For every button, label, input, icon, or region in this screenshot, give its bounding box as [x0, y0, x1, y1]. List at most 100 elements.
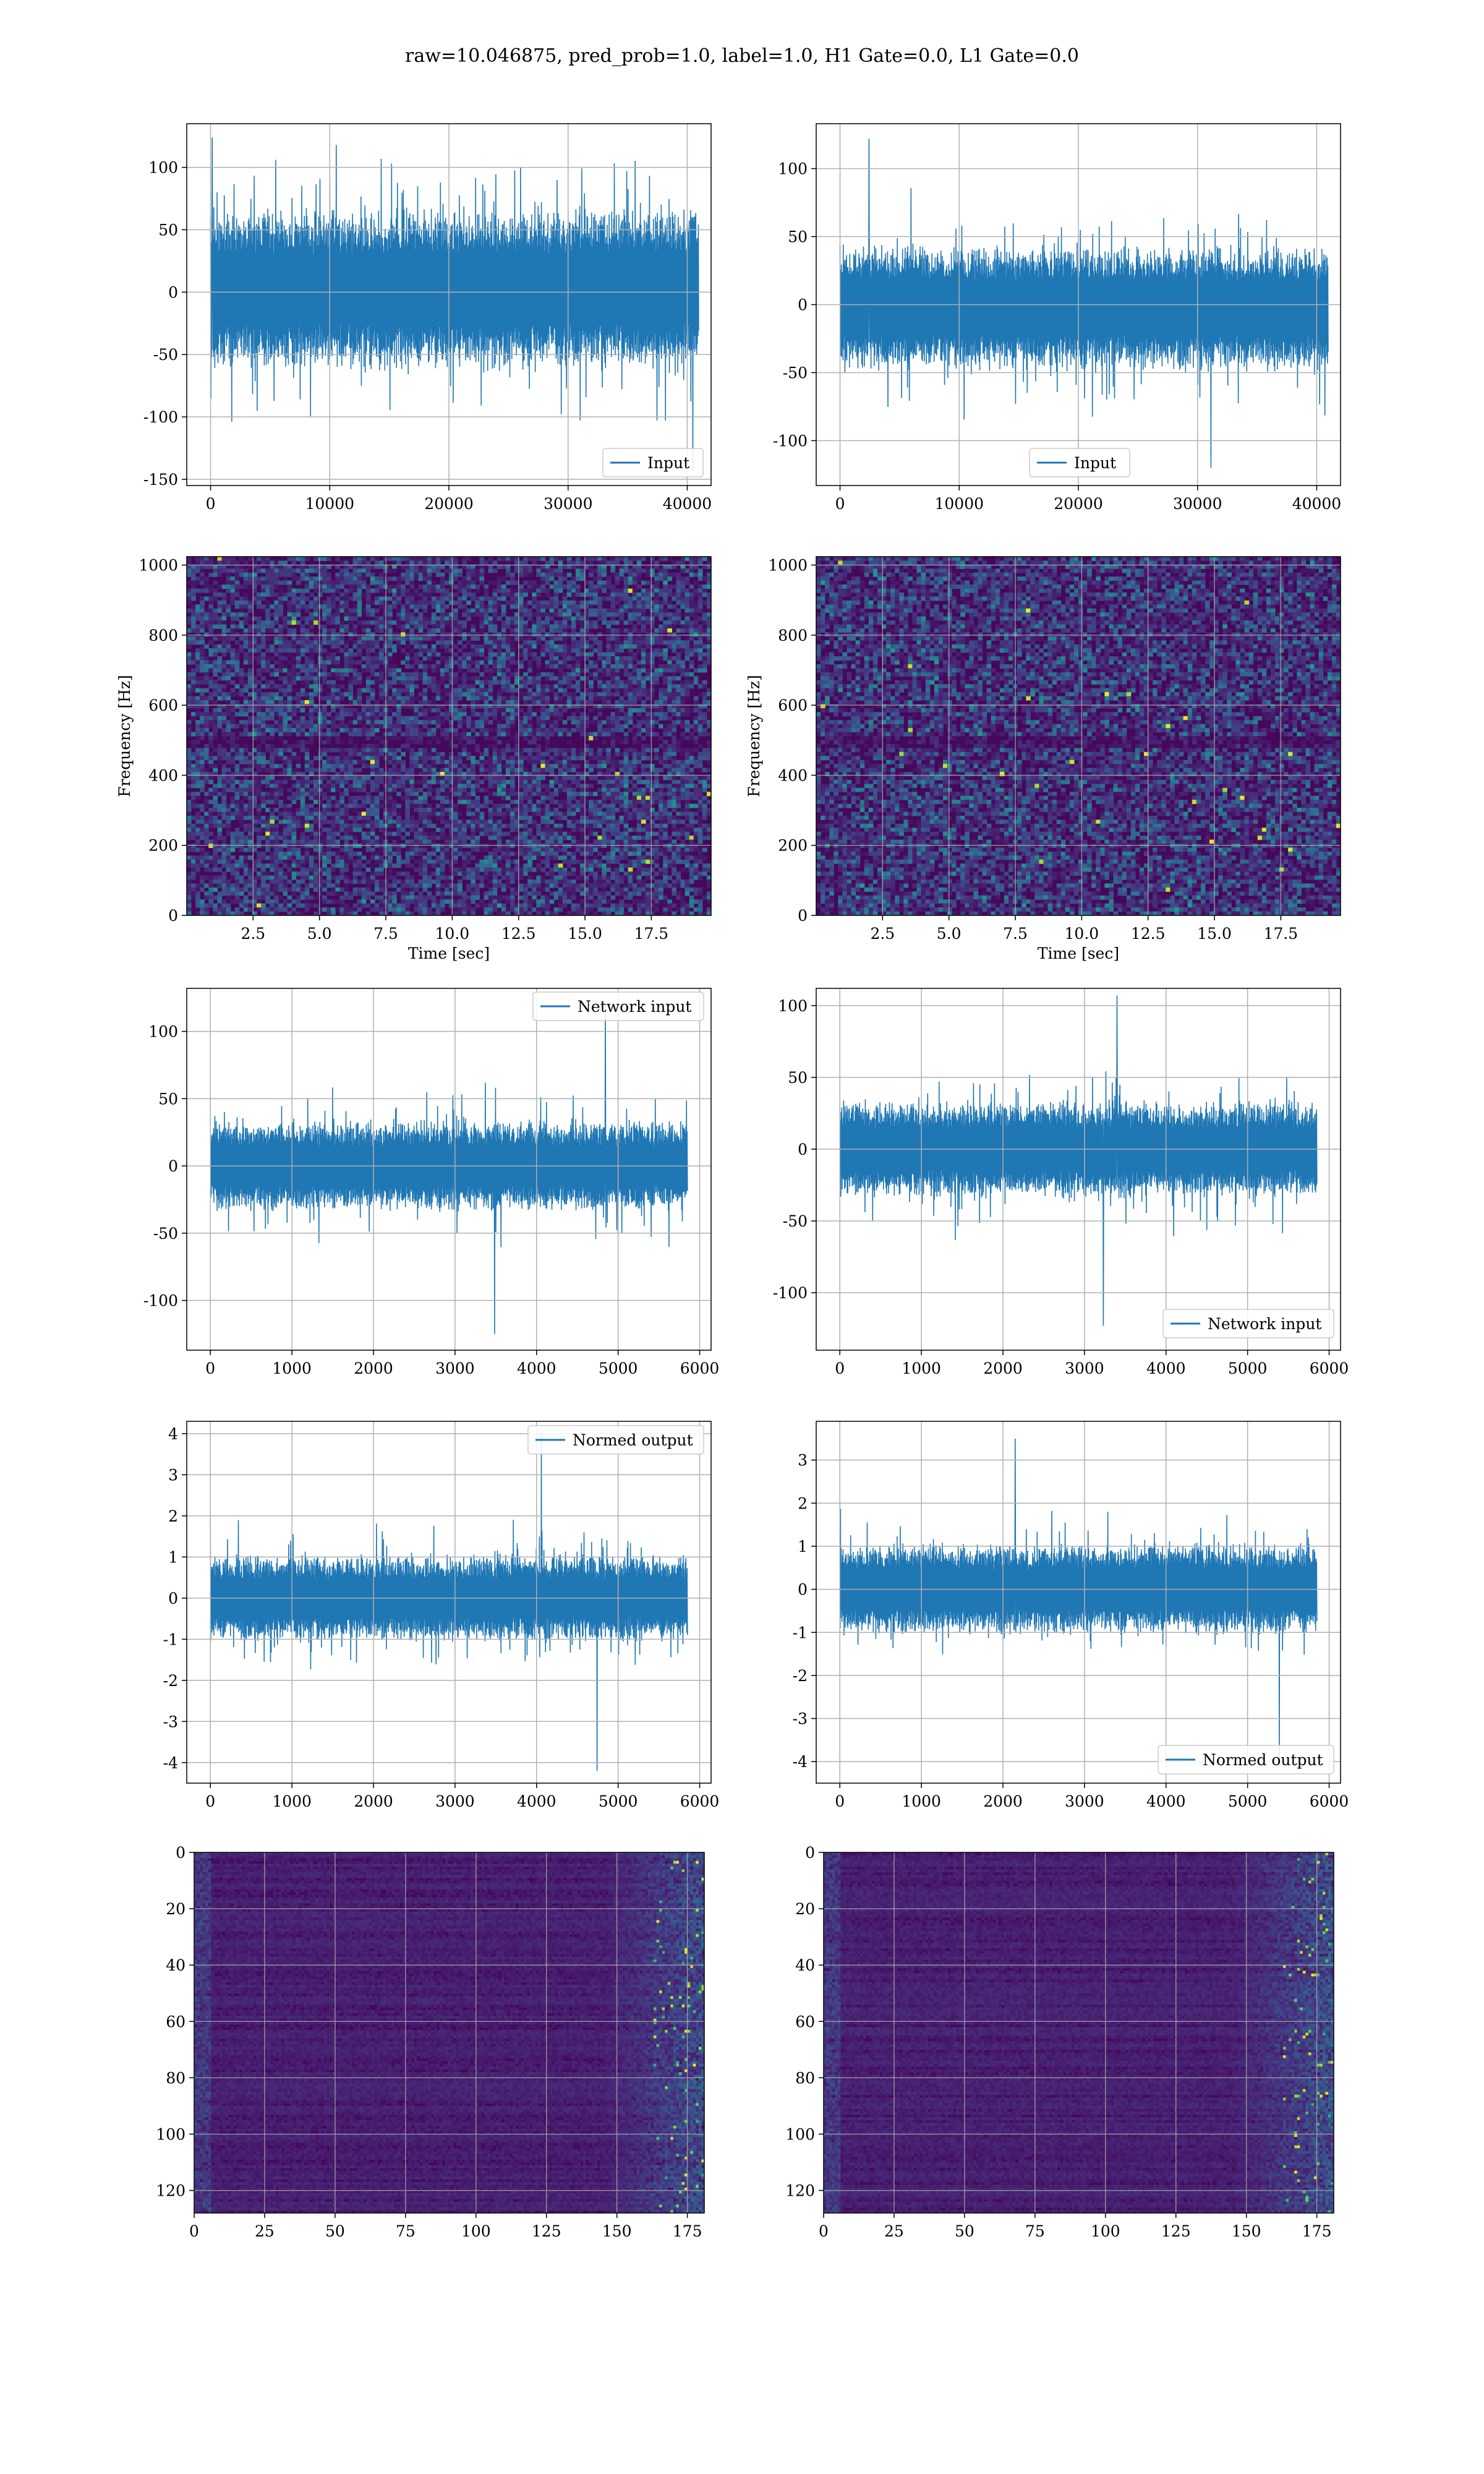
- x-tick-label: 4000: [517, 1792, 556, 1810]
- plot-area: [194, 1852, 705, 2214]
- y-tick-label: 0: [168, 907, 178, 925]
- x-tick-label: 4000: [1146, 1792, 1186, 1810]
- series-line: [840, 1439, 1317, 1766]
- series-line: [840, 139, 1328, 468]
- x-tick-label: 20000: [1054, 495, 1103, 513]
- x-tick-label: 75: [1025, 2222, 1045, 2240]
- plot-area: [210, 1434, 688, 1771]
- y-tick-label: 80: [795, 2069, 815, 2087]
- chart-panel-3: 2.5 5.0 7.5 10.0 12.5 15.0 17.5020040060080010…: [745, 557, 1341, 962]
- plot-area: [840, 139, 1328, 468]
- chart-panel-5: 0 1000 2000 3000 4000 5000 6000-100-50050100Ne…: [773, 988, 1349, 1377]
- chart-panel-4: 0 1000 2000 3000 4000 5000 6000-100-50050100Ne…: [143, 988, 720, 1377]
- x-tick-label: 5000: [1228, 1359, 1268, 1377]
- chart-panel-0: 0 10000 20000 30000 40000-150-100-50050100In…: [143, 124, 712, 513]
- y-tick-label: 600: [778, 696, 808, 714]
- x-tick-label: 25: [884, 2222, 904, 2240]
- x-tick-label: 5000: [599, 1359, 638, 1377]
- y-tick-label: -100: [143, 1292, 178, 1310]
- legend: Network input: [1163, 1309, 1334, 1338]
- y-tick-label: 800: [778, 627, 808, 644]
- x-tick-label: 125: [532, 2222, 561, 2240]
- y-tick-label: 0: [798, 1141, 808, 1158]
- y-tick-label: 0: [176, 1844, 186, 1862]
- legend-entry: Network input: [1208, 1315, 1321, 1333]
- y-tick-label: -1: [163, 1630, 178, 1648]
- y-tick-label: -100: [773, 1284, 808, 1302]
- x-tick-label: 2000: [983, 1792, 1023, 1810]
- x-tick-label: 0: [206, 495, 216, 513]
- series-line: [210, 1004, 688, 1334]
- x-tick-label: 100: [461, 2222, 491, 2240]
- y-tick-label: -4: [163, 1754, 178, 1772]
- x-tick-label: 175: [1302, 2222, 1332, 2240]
- y-tick-label: 0: [168, 283, 178, 301]
- y-tick-label: -150: [143, 471, 178, 489]
- legend-entry: Network input: [578, 998, 691, 1016]
- y-tick-label: 0: [168, 1590, 178, 1607]
- x-tick-label: 2.5: [241, 925, 265, 943]
- x-tick-label: 150: [602, 2222, 632, 2240]
- y-tick-label: 2: [168, 1507, 178, 1525]
- y-tick-label: 3: [168, 1466, 178, 1484]
- legend: Normed output: [528, 1426, 704, 1454]
- plot-area: [187, 557, 712, 916]
- y-tick-label: 1: [168, 1548, 178, 1566]
- plot-area: [816, 557, 1341, 916]
- y-tick-label: 20: [166, 1900, 186, 1918]
- x-tick-label: 25: [255, 2222, 275, 2240]
- x-tick-label: 1000: [902, 1359, 941, 1377]
- x-tick-label: 0: [189, 2222, 199, 2240]
- x-tick-label: 30000: [1173, 495, 1222, 513]
- series-line: [210, 1434, 688, 1771]
- x-tick-label: 6000: [680, 1359, 720, 1377]
- y-tick-label: -2: [163, 1672, 178, 1690]
- y-tick-label: 200: [148, 837, 178, 855]
- x-tick-label: 4000: [517, 1359, 556, 1377]
- x-tick-label: 12.5: [1131, 925, 1166, 943]
- x-tick-label: 5000: [1228, 1792, 1268, 1810]
- x-tick-label: 6000: [680, 1792, 720, 1810]
- chart-panel-7: 0 1000 2000 3000 4000 5000 6000-4-3-2-10123Nor…: [793, 1421, 1349, 1810]
- x-tick-label: 5.0: [307, 925, 332, 943]
- y-tick-label: 0: [798, 1581, 808, 1599]
- plot-area: [824, 1852, 1334, 2214]
- legend: Input: [1030, 448, 1130, 477]
- y-tick-label: 50: [788, 1069, 808, 1087]
- x-tick-label: 0: [205, 1359, 215, 1377]
- x-tick-label: 2000: [354, 1792, 393, 1810]
- x-tick-label: 10.0: [1065, 925, 1099, 943]
- x-tick-label: 5.0: [937, 925, 962, 943]
- y-tick-label: 100: [778, 997, 808, 1015]
- x-tick-label: 0: [205, 1792, 215, 1810]
- plot-area: [210, 1004, 688, 1334]
- heatmap-cells: [816, 557, 1341, 916]
- y-axis-label: Frequency [Hz]: [116, 675, 134, 797]
- y-tick-label: -50: [153, 1225, 178, 1243]
- heatmap-cells: [194, 1852, 705, 2214]
- series-line: [211, 137, 699, 471]
- grid: [816, 124, 1341, 486]
- x-tick-label: 150: [1232, 2222, 1261, 2240]
- x-tick-label: 17.5: [634, 925, 669, 943]
- y-tick-label: 100: [148, 1023, 178, 1041]
- y-tick-label: -100: [773, 432, 808, 450]
- legend-entry: Input: [1074, 454, 1116, 472]
- legend: Network input: [533, 992, 704, 1021]
- series-line: [840, 996, 1317, 1326]
- y-tick-label: 120: [156, 2182, 186, 2200]
- y-tick-label: 50: [788, 228, 808, 246]
- y-tick-label: 100: [148, 159, 178, 177]
- y-tick-label: -4: [793, 1753, 808, 1771]
- x-axis-label: Time [sec]: [1038, 944, 1119, 962]
- x-tick-label: 20000: [424, 495, 474, 513]
- plot-area: [840, 996, 1317, 1326]
- x-tick-label: 3000: [1065, 1359, 1104, 1377]
- x-tick-label: 175: [673, 2222, 702, 2240]
- x-tick-label: 0: [835, 495, 845, 513]
- y-tick-label: 60: [166, 2013, 186, 2031]
- y-tick-label: 50: [158, 221, 178, 239]
- x-tick-label: 40000: [1292, 495, 1342, 513]
